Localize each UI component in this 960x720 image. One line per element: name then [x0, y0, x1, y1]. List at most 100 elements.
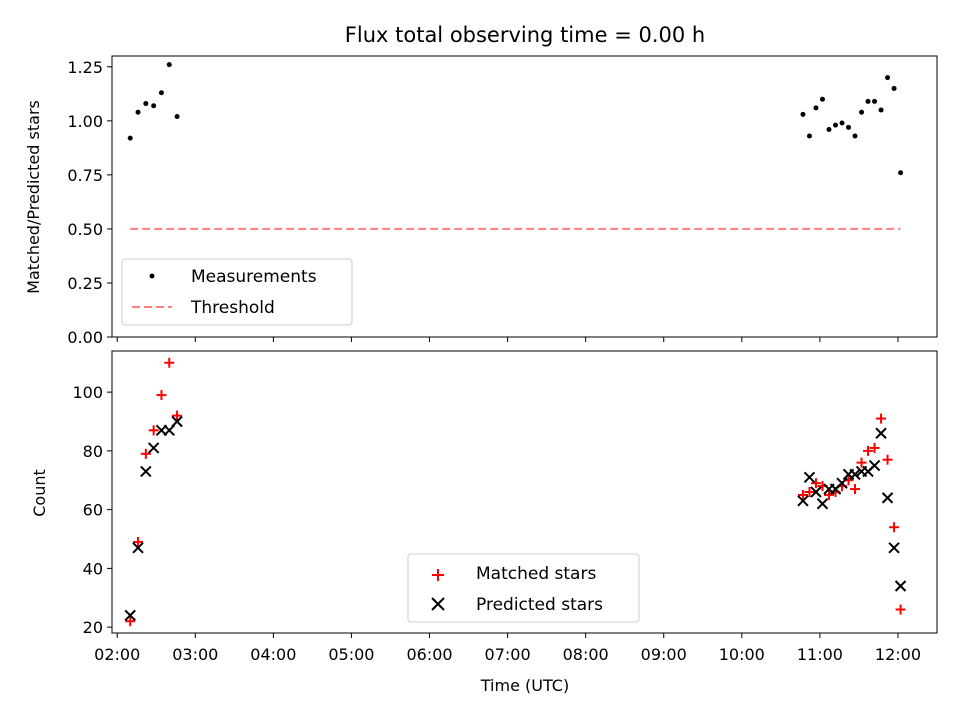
measurement-point: [806, 133, 812, 139]
bottom-panel-ticks: 02:00 03:00 04:00 05:00 06:00 07:00 08:00 09:00…: [72, 383, 921, 664]
matched-star-point: [172, 410, 183, 421]
measurement-point: [151, 103, 157, 109]
top-panel: Flux total observing time = 0.00 h Match…: [24, 23, 938, 347]
y-axis-label-top: Matched/Predicted stars: [24, 100, 43, 294]
measurement-point: [833, 122, 839, 128]
predicted-star-point: [888, 542, 900, 554]
x-axis-label: Time (UTC): [480, 676, 569, 695]
y-tick-label: 100: [72, 383, 103, 402]
top-panel-marks: [127, 62, 904, 230]
matched-star-point: [797, 489, 808, 500]
predicted-star-point: [849, 468, 861, 481]
matched-star-point: [140, 448, 151, 459]
x-tick-label: 04:00: [250, 645, 296, 664]
predicted-star-point: [147, 442, 160, 454]
y-tick-label: 1.25: [67, 58, 103, 77]
measurement-point: [158, 90, 164, 96]
measurement-point: [878, 107, 884, 113]
matched-star-point: [882, 454, 893, 465]
y-axis-label-bottom: Count: [30, 469, 49, 517]
x-tick-label: 07:00: [485, 645, 531, 664]
measurement-point: [852, 133, 858, 139]
measurement-point: [174, 114, 180, 120]
matched-star-point: [148, 425, 159, 436]
y-tick-label: 80: [83, 442, 103, 461]
top-legend-box: [121, 258, 353, 326]
x-tick-label: 02:00: [94, 645, 140, 664]
predicted-star-point: [140, 465, 152, 478]
x-tick-label: 05:00: [328, 645, 374, 664]
legend-matched-marker: [432, 569, 444, 581]
y-tick-label: 60: [83, 501, 103, 520]
matched-star-point: [133, 536, 144, 547]
predicted-star-point: [132, 542, 144, 554]
predicted-star-point: [875, 427, 887, 439]
legend-predicted-label: Predicted stars: [476, 595, 603, 615]
matched-star-point: [889, 522, 900, 533]
x-tick-label: 06:00: [406, 645, 452, 664]
matched-star-point: [823, 489, 834, 500]
predicted-star-point: [803, 471, 816, 484]
x-tick-label: 09:00: [641, 645, 687, 664]
measurement-point: [839, 120, 845, 126]
predicted-star-point: [124, 609, 136, 622]
bottom-panel-marks: [124, 357, 907, 627]
x-tick-label: 08:00: [563, 645, 609, 664]
predicted-star-point: [894, 580, 907, 592]
x-tick-label: 11:00: [797, 645, 843, 664]
x-tick-label: 12:00: [875, 645, 921, 664]
measurement-point: [846, 124, 852, 130]
measurement-point: [872, 98, 878, 104]
predicted-star-point: [881, 492, 894, 504]
measurement-point: [898, 170, 904, 176]
predicted-star-point: [171, 415, 183, 428]
matched-star-point: [863, 445, 874, 456]
y-tick-label: 40: [83, 559, 103, 578]
matched-star-point: [804, 487, 815, 497]
legend-matched-label: Matched stars: [476, 564, 596, 584]
predicted-star-point: [810, 486, 822, 498]
predicted-star-point: [797, 495, 809, 507]
y-tick-label: 0.00: [67, 328, 103, 347]
legend-measurements-marker: [149, 273, 155, 279]
top-panel-ticks: 0.00 0.25 0.50 0.75 1.00 1.25: [67, 58, 899, 347]
measurement-point: [885, 75, 891, 81]
bottom-legend-box: [407, 553, 640, 623]
x-tick-label: 10:00: [719, 645, 765, 664]
y-tick-label: 1.00: [67, 112, 103, 131]
matched-star-point: [810, 478, 821, 489]
matched-star-point: [125, 616, 136, 627]
measurement-point: [813, 105, 819, 111]
measurement-point: [800, 111, 806, 117]
y-tick-label: 0.75: [67, 166, 103, 185]
measurement-point: [865, 98, 871, 104]
measurement-point: [859, 109, 865, 115]
predicted-star-point: [816, 498, 829, 510]
bottom-legend: Matched stars Predicted stars: [407, 553, 640, 623]
matched-star-point: [156, 390, 167, 401]
measurement-point: [891, 85, 897, 91]
measurement-point: [143, 101, 149, 107]
legend-predicted-marker: [431, 597, 445, 611]
chart-title: Flux total observing time = 0.00 h: [345, 23, 705, 47]
measurement-point: [127, 135, 133, 141]
measurement-point: [135, 109, 141, 115]
top-legend: Measurements Threshold: [121, 258, 353, 326]
measurement-point: [826, 126, 832, 132]
top-panel-frame: [111, 55, 938, 338]
measurement-point: [166, 62, 172, 68]
matched-star-point: [850, 484, 861, 495]
matched-star-point: [876, 413, 887, 424]
predicted-star-point: [868, 459, 881, 472]
measurement-point: [819, 96, 825, 102]
y-tick-label: 20: [83, 618, 103, 637]
matched-star-point: [869, 442, 880, 453]
matched-star-point: [164, 357, 175, 368]
matched-star-point: [856, 457, 867, 468]
legend-measurements-label: Measurements: [191, 267, 317, 287]
legend-threshold-label: Threshold: [190, 298, 275, 318]
y-tick-label: 0.25: [67, 274, 103, 293]
bottom-panel-frame: [111, 350, 938, 634]
bottom-panel: Count Time (UTC) 02:00 03:00 04:00 05:00 06:…: [30, 350, 938, 695]
